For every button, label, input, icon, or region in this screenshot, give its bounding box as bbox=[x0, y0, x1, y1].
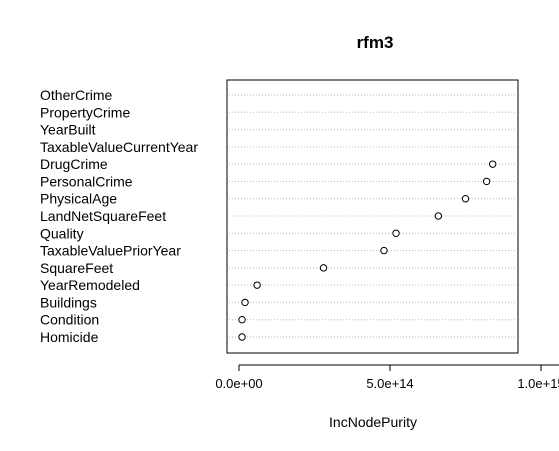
category-label: YearRemodeled bbox=[40, 277, 140, 293]
data-points bbox=[238, 160, 497, 341]
x-axis: 0.0e+005.0e+141.0e+151.5e+15 bbox=[215, 364, 559, 391]
data-point bbox=[380, 246, 388, 255]
grid-lines bbox=[229, 94, 516, 338]
data-point bbox=[253, 281, 261, 289]
data-point bbox=[241, 298, 249, 307]
data-point bbox=[434, 212, 443, 220]
category-label: DrugCrime bbox=[40, 156, 108, 172]
data-point bbox=[319, 264, 328, 272]
data-point bbox=[461, 195, 470, 203]
category-label: SquareFeet bbox=[40, 260, 113, 276]
data-point bbox=[392, 229, 400, 237]
category-label: PersonalCrime bbox=[40, 173, 133, 189]
x-tick-label: 0.0e+00 bbox=[215, 376, 262, 391]
chart-title: rfm3 bbox=[357, 33, 394, 52]
data-point bbox=[238, 333, 246, 341]
data-point bbox=[482, 177, 491, 186]
category-label: Homicide bbox=[40, 329, 99, 345]
category-label: Buildings bbox=[40, 294, 97, 310]
category-labels: OtherCrimePropertyCrimeYearBuiltTaxableV… bbox=[40, 87, 198, 345]
plot-frame bbox=[226, 79, 519, 354]
category-label: Condition bbox=[40, 312, 99, 328]
data-point bbox=[238, 316, 246, 324]
x-axis-label: IncNodePurity bbox=[329, 414, 417, 430]
category-label: YearBuilt bbox=[40, 122, 96, 138]
category-label: LandNetSquareFeet bbox=[40, 208, 166, 224]
category-label: PhysicalAge bbox=[40, 191, 117, 207]
category-label: PropertyCrime bbox=[40, 104, 130, 120]
x-tick-label: 5.0e+14 bbox=[366, 376, 413, 391]
category-label: Quality bbox=[40, 225, 84, 241]
category-label: TaxableValuePriorYear bbox=[40, 243, 181, 259]
category-label: OtherCrime bbox=[40, 87, 113, 103]
x-tick-label: 1.0e+15 bbox=[517, 376, 559, 391]
category-label: TaxableValueCurrentYear bbox=[40, 139, 198, 155]
data-point bbox=[488, 160, 497, 168]
